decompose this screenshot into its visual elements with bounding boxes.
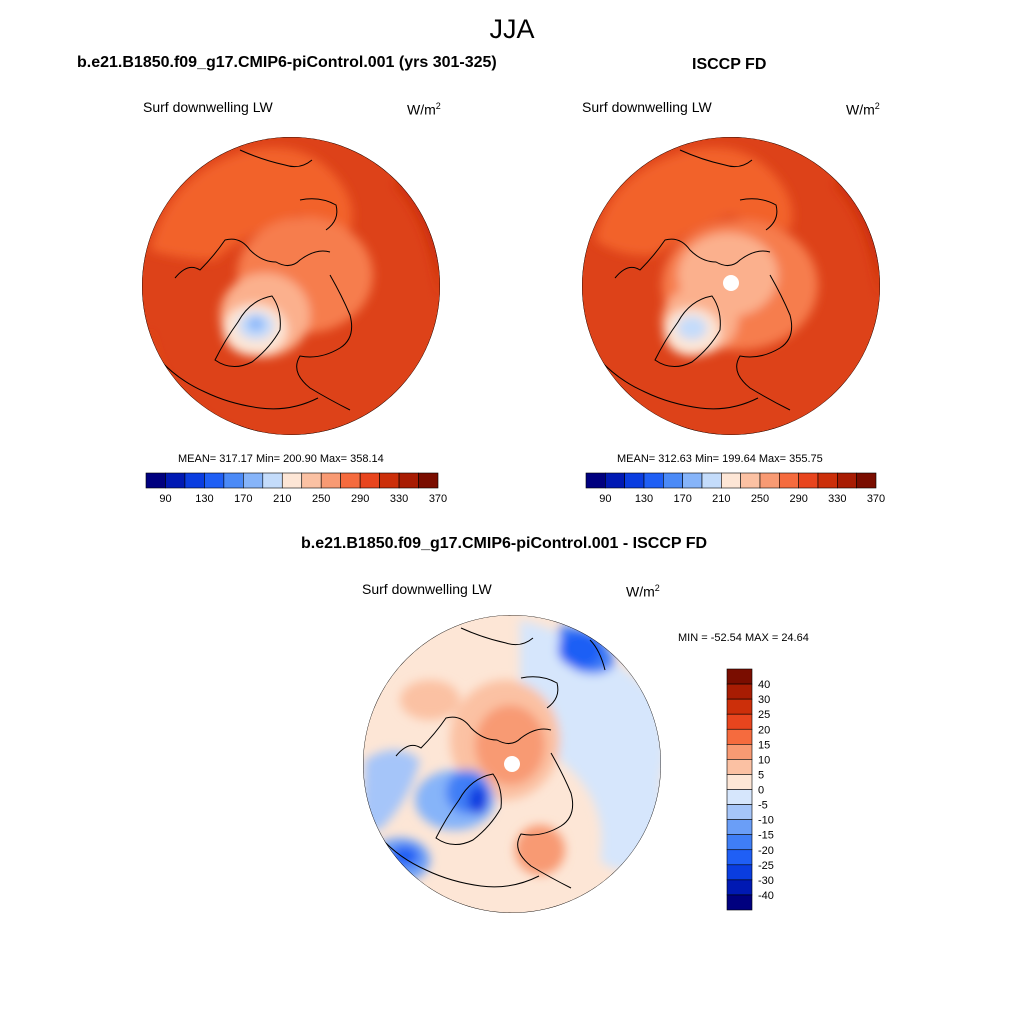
model-colorbar-swatch: [165, 472, 186, 489]
obs-colorbar-swatch: [682, 472, 703, 489]
diff-colorbar-swatch: [726, 759, 753, 775]
diff-colorbar-swatch: [726, 849, 753, 866]
model-colorbar-swatch: [359, 472, 380, 489]
model-polar-map: [142, 137, 440, 435]
obs-colorbar-tick-label: 90: [599, 493, 611, 505]
obs-polar-map: [582, 137, 880, 435]
model-colorbar-swatch: [243, 472, 264, 489]
diff-colorbar-tick-label: -10: [758, 815, 774, 827]
diff-colorbar-tick-label: -5: [758, 800, 768, 812]
diff-panel-title: b.e21.B1850.f09_g17.CMIP6-piControl.001 …: [301, 535, 708, 552]
diff-colorbar-swatch: [726, 668, 753, 685]
diff-colorbar-swatch: [726, 713, 753, 730]
obs-colorbar: 90 130 170 210 250 290 330 370: [585, 472, 885, 505]
obs-colorbar-swatch: [721, 472, 741, 489]
model-colorbar-swatch: [262, 472, 283, 489]
model-colorbar-swatch: [398, 472, 419, 489]
diff-colorbar-tick-label: 40: [758, 679, 770, 691]
diff-stats: MIN = -52.54 MAX = 24.64: [678, 632, 809, 644]
model-colorbar-swatch: [184, 472, 205, 489]
model-colorbar-tick-label: 90: [159, 493, 171, 505]
obs-colorbar-swatch: [663, 472, 683, 489]
model-panel-title: b.e21.B1850.f09_g17.CMIP6-piControl.001 …: [77, 54, 497, 71]
diff-colorbar-swatch: [726, 728, 753, 745]
model-colorbar-swatch: [223, 472, 244, 489]
model-stats: MEAN= 317.17 Min= 200.90 Max= 358.14: [178, 453, 384, 465]
diff-colorbar-tick-label: -25: [758, 860, 774, 872]
model-colorbar-tick-label: 130: [195, 493, 213, 505]
diff-colorbar-swatch: [726, 789, 753, 805]
obs-colorbar-swatch: [817, 472, 838, 489]
model-colorbar-swatch: [320, 472, 341, 489]
diff-units-label: W/m2: [626, 583, 660, 600]
obs-colorbar-tick-label: 370: [867, 493, 885, 505]
model-colorbar: 90 130 170 210 250 290 330 370: [145, 472, 447, 505]
obs-colorbar-tick-label: 250: [751, 493, 769, 505]
diff-colorbar-swatch: [726, 819, 753, 835]
model-colorbar-tick-label: 170: [234, 493, 252, 505]
obs-colorbar-tick-label: 290: [789, 493, 807, 505]
diff-colorbar-tick-label: 15: [758, 739, 770, 751]
diff-colorbar-tick-label: 20: [758, 724, 770, 736]
model-units-label: W/m2: [407, 101, 441, 118]
diff-colorbar-swatch: [726, 774, 753, 790]
obs-colorbar-tick-label: 210: [712, 493, 730, 505]
diff-colorbar-tick-label: 5: [758, 769, 764, 781]
model-colorbar-swatch: [145, 472, 166, 489]
diff-colorbar-swatch: [726, 879, 753, 896]
obs-colorbar-swatch: [643, 472, 664, 489]
diff-colorbar-tick-label: -20: [758, 845, 774, 857]
diff-colorbar-swatch: [726, 834, 753, 851]
obs-colorbar-swatch: [585, 472, 606, 489]
model-colorbar-swatch: [418, 472, 439, 489]
model-colorbar-swatch: [340, 472, 361, 489]
diff-colorbar-swatch: [726, 864, 753, 881]
obs-colorbar-swatch: [605, 472, 625, 489]
obs-colorbar-tick-label: 330: [828, 493, 846, 505]
model-colorbar-tick-label: 330: [390, 493, 408, 505]
obs-colorbar-tick-label: 130: [635, 493, 653, 505]
diff-colorbar-tick-label: 0: [758, 785, 764, 797]
model-colorbar-tick-label: 370: [429, 493, 447, 505]
obs-colorbar-swatch: [779, 472, 799, 489]
model-colorbar-swatch: [281, 472, 303, 489]
model-colorbar-tick-label: 250: [312, 493, 330, 505]
diff-colorbar-swatch: [726, 744, 753, 760]
diff-colorbar-swatch: [726, 698, 753, 715]
model-variable-label: Surf downwelling LW: [143, 99, 273, 115]
diff-colorbar-tick-label: -30: [758, 875, 774, 887]
diff-variable-label: Surf downwelling LW: [362, 581, 492, 597]
diff-polar-map: [363, 615, 661, 913]
diff-colorbar-swatch: [726, 894, 753, 911]
model-colorbar-swatch: [301, 472, 322, 489]
obs-colorbar-tick-label: 170: [673, 493, 691, 505]
obs-colorbar-swatch: [701, 472, 722, 489]
diff-colorbar-tick-label: 10: [758, 754, 770, 766]
diff-colorbar-swatch: [726, 804, 753, 820]
obs-colorbar-swatch: [798, 472, 819, 489]
obs-panel-title: ISCCP FD: [692, 56, 767, 73]
obs-stats: MEAN= 312.63 Min= 199.64 Max= 355.75: [617, 453, 823, 465]
diff-colorbar-tick-label: 30: [758, 694, 770, 706]
diff-colorbar-swatch: [726, 683, 753, 700]
obs-colorbar-swatch: [759, 472, 780, 489]
model-colorbar-swatch: [379, 472, 400, 489]
figure-title: JJA: [489, 14, 535, 44]
obs-colorbar-swatch: [856, 472, 877, 489]
model-colorbar-swatch: [204, 472, 225, 489]
obs-units-label: W/m2: [846, 101, 880, 118]
diff-colorbar-tick-label: -40: [758, 890, 774, 902]
diff-colorbar: 40 30 25 20 15 10 5 0 -5 -10 -15 -20 -25 -30 -40: [726, 668, 774, 911]
diff-colorbar-tick-label: -15: [758, 830, 774, 842]
model-colorbar-tick-label: 210: [273, 493, 291, 505]
obs-variable-label: Surf downwelling LW: [582, 99, 712, 115]
obs-colorbar-swatch: [624, 472, 645, 489]
diff-colorbar-tick-label: 25: [758, 709, 770, 721]
obs-colorbar-swatch: [837, 472, 857, 489]
obs-colorbar-swatch: [740, 472, 761, 489]
model-colorbar-tick-label: 290: [351, 493, 369, 505]
